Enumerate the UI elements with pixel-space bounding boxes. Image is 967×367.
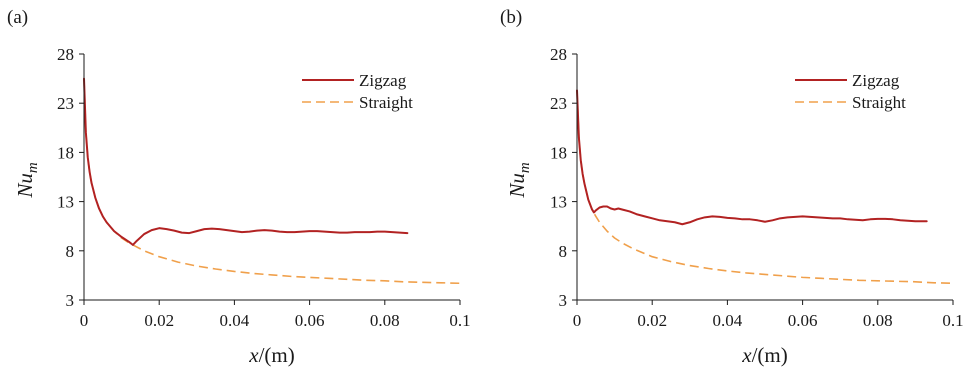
- x-ticks: 0 0.02 0.04 0.06 0.08 0.1: [80, 300, 471, 330]
- y-tick-label: 28: [550, 45, 567, 64]
- y-tick-label: 23: [550, 94, 567, 113]
- y-tick-label: 23: [57, 94, 74, 113]
- series-line-zigzag: [576, 89, 928, 226]
- svg-text:Num: Num: [505, 162, 533, 199]
- legend-label-zigzag: Zigzag: [359, 71, 407, 90]
- legend: Zigzag Straight: [302, 71, 413, 112]
- plot-area: 3 8 13 18 23 28 0 0.02 0.04 0.06 0.08 0.1: [57, 45, 471, 330]
- y-ticks: 3 8 13 18 23 28: [550, 45, 577, 310]
- x-tick-label: 0.06: [788, 311, 818, 330]
- x-tick-label: 0: [80, 311, 89, 330]
- y-tick-label: 3: [66, 291, 75, 310]
- y-axis-title: Num: [505, 162, 533, 199]
- series-layer: [83, 77, 461, 285]
- y-axis-title-variable: Nu: [505, 173, 529, 199]
- series-layer: [576, 89, 954, 285]
- x-tick-label: 0.02: [637, 311, 667, 330]
- legend-item-straight: Straight: [302, 93, 413, 112]
- x-tick-label: 0: [573, 311, 582, 330]
- y-axis-title-subscript: m: [25, 162, 41, 173]
- y-tick-label: 28: [57, 45, 74, 64]
- y-ticks: 3 8 13 18 23 28: [57, 45, 84, 310]
- x-axis-title-variable: x: [248, 343, 259, 367]
- x-axis-title: x/(m): [741, 343, 787, 367]
- y-axis-title: Num: [13, 162, 41, 199]
- legend-label-straight: Straight: [852, 93, 906, 112]
- panel-label: (a): [7, 7, 28, 28]
- legend-item-zigzag: Zigzag: [302, 71, 407, 90]
- x-axis-title-unit: /(m): [259, 343, 295, 367]
- x-tick-label: 0.1: [942, 311, 963, 330]
- x-tick-label: 0.08: [370, 311, 400, 330]
- x-tick-label: 0.08: [863, 311, 893, 330]
- x-ticks: 0 0.02 0.04 0.06 0.08 0.1: [573, 300, 964, 330]
- x-tick-label: 0.04: [220, 311, 250, 330]
- svg-text:Num: Num: [13, 162, 41, 199]
- legend-label-zigzag: Zigzag: [852, 71, 900, 90]
- y-axis-title-subscript: m: [517, 162, 533, 173]
- x-tick-label: 0.04: [713, 311, 743, 330]
- legend: Zigzag Straight: [795, 71, 906, 112]
- y-tick-label: 3: [559, 291, 568, 310]
- y-tick-label: 13: [57, 193, 74, 212]
- x-axis-title: x/(m): [248, 343, 294, 367]
- plot-area: 3 8 13 18 23 28 0 0.02 0.04 0.06 0.08 0.1: [550, 45, 964, 330]
- y-tick-label: 8: [66, 242, 75, 261]
- x-axis-title-variable: x: [741, 343, 752, 367]
- x-tick-label: 0.02: [144, 311, 174, 330]
- x-tick-label: 0.1: [449, 311, 470, 330]
- x-tick-label: 0.06: [295, 311, 325, 330]
- panel-label: (b): [500, 7, 522, 28]
- y-axis-title-variable: Nu: [13, 173, 37, 199]
- y-tick-label: 13: [550, 193, 567, 212]
- y-tick-label: 18: [57, 143, 74, 162]
- legend-item-straight: Straight: [795, 93, 906, 112]
- x-axis-title-unit: /(m): [752, 343, 788, 367]
- series-line-zigzag: [83, 77, 409, 246]
- legend-label-straight: Straight: [359, 93, 413, 112]
- y-tick-label: 8: [559, 242, 568, 261]
- legend-item-zigzag: Zigzag: [795, 71, 900, 90]
- series-line-straight: [576, 90, 954, 285]
- y-tick-label: 18: [550, 143, 567, 162]
